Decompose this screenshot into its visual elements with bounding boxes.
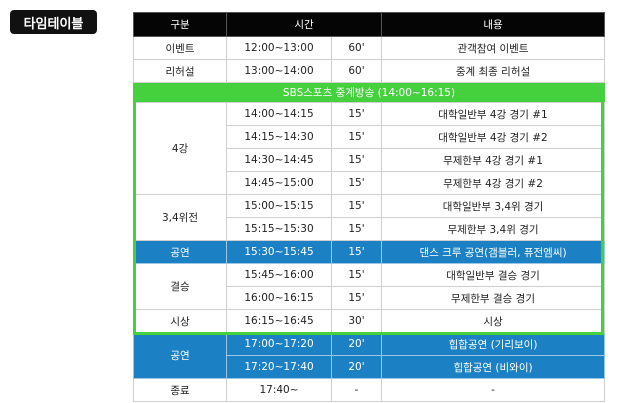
content-cell: 힙합공연 (비와이) bbox=[381, 355, 606, 379]
time-cell: 14:15~14:30 bbox=[226, 125, 332, 149]
time-cell: 15:15~15:30 bbox=[226, 217, 332, 241]
duration-cell: - bbox=[330, 378, 383, 402]
timetable: 구분 시간 내용 이벤트 12:00~13:00 60' 관객참여 이벤트 리허설 13… bbox=[133, 12, 606, 402]
duration-cell: 60' bbox=[330, 59, 383, 83]
time-cell: 17:20~17:40 bbox=[226, 355, 332, 379]
duration-cell: 20' bbox=[330, 355, 383, 379]
category-cell: 공연 bbox=[133, 240, 227, 264]
duration-cell: 15' bbox=[330, 217, 383, 241]
header-category: 구분 bbox=[133, 12, 227, 37]
time-cell: 15:30~15:45 bbox=[226, 240, 332, 264]
duration-cell: 30' bbox=[330, 309, 383, 333]
content-cell: - bbox=[381, 378, 606, 402]
header-content: 내용 bbox=[381, 12, 606, 37]
table-row: 14:45~15:00 15' 무제한부 4강 경기 #2 bbox=[134, 171, 606, 195]
table-row: 공연 15:30~15:45 15' 댄스 크루 공연(갬블러, 퓨전엠씨) bbox=[133, 240, 606, 264]
table-row: 17:20~17:40 20' 힙합공연 (비와이) bbox=[134, 355, 606, 379]
duration-cell: 15' bbox=[330, 125, 383, 149]
time-cell: 16:15~16:45 bbox=[226, 309, 332, 333]
table-row: 공연 17:00~17:20 20' 힙합공연 (기리보이) bbox=[133, 332, 606, 379]
duration-cell: 15' bbox=[330, 148, 383, 172]
time-cell: 14:00~14:15 bbox=[226, 102, 332, 126]
duration-cell: 20' bbox=[330, 332, 383, 356]
duration-cell: 60' bbox=[330, 36, 383, 60]
category-cell: 4강 bbox=[133, 102, 227, 195]
duration-cell: 15' bbox=[330, 194, 383, 218]
time-cell: 13:00~14:00 bbox=[226, 59, 332, 83]
content-cell: 대학일반부 4강 경기 #2 bbox=[381, 125, 606, 149]
category-cell: 리허설 bbox=[133, 59, 227, 83]
time-cell: 17:00~17:20 bbox=[226, 332, 332, 356]
duration-cell: 15' bbox=[330, 263, 383, 287]
time-cell: 15:00~15:15 bbox=[226, 194, 332, 218]
table-row: 16:00~16:15 15' 무제한부 결승 경기 bbox=[134, 286, 606, 310]
content-cell: 관객참여 이벤트 bbox=[381, 36, 606, 60]
time-cell: 14:45~15:00 bbox=[226, 171, 332, 195]
category-cell: 시상 bbox=[133, 309, 227, 333]
table-row: 종료 17:40~ - - bbox=[133, 378, 606, 402]
table-row: 14:30~14:45 15' 무제한부 4강 경기 #1 bbox=[134, 148, 606, 172]
content-cell: 중계 최종 리허설 bbox=[381, 59, 606, 83]
content-cell: 대학일반부 결승 경기 bbox=[381, 263, 606, 287]
table-row: 이벤트 12:00~13:00 60' 관객참여 이벤트 bbox=[133, 36, 606, 60]
duration-cell: 15' bbox=[330, 240, 383, 264]
category-cell: 결승 bbox=[133, 263, 227, 310]
category-cell: 공연 bbox=[133, 332, 227, 379]
content-cell: 댄스 크루 공연(갬블러, 퓨전엠씨) bbox=[381, 240, 606, 264]
table-row: 시상 16:15~16:45 30' 시상 bbox=[133, 309, 606, 333]
category-cell: 이벤트 bbox=[133, 36, 227, 60]
content-cell: 대학일반부 3,4위 경기 bbox=[381, 194, 606, 218]
time-cell: 16:00~16:15 bbox=[226, 286, 332, 310]
content-cell: 무제한부 3,4위 경기 bbox=[381, 217, 606, 241]
broadcast-banner-row: SBS스포츠 중계방송 (14:00~16:15) bbox=[133, 82, 605, 103]
table-row: 3,4위전 15:00~15:15 15' 대학일반부 3,4위 경기 bbox=[133, 194, 606, 241]
time-cell: 14:30~14:45 bbox=[226, 148, 332, 172]
content-cell: 무제한부 4강 경기 #1 bbox=[381, 148, 606, 172]
table-row: 4강 14:00~14:15 15' 대학일반부 4강 경기 #1 bbox=[133, 102, 606, 195]
content-cell: 시상 bbox=[381, 309, 606, 333]
table-row: 결승 15:45~16:00 15' 대학일반부 결승 경기 bbox=[133, 263, 606, 310]
content-cell: 힙합공연 (기리보이) bbox=[381, 332, 606, 356]
category-cell: 3,4위전 bbox=[133, 194, 227, 241]
duration-cell: 15' bbox=[330, 286, 383, 310]
header-time: 시간 bbox=[225, 12, 383, 37]
time-cell: 15:45~16:00 bbox=[226, 263, 332, 287]
time-cell: 17:40~ bbox=[226, 378, 332, 402]
broadcast-banner: SBS스포츠 중계방송 (14:00~16:15) bbox=[133, 82, 605, 103]
category-cell: 종료 bbox=[133, 378, 227, 402]
time-cell: 12:00~13:00 bbox=[226, 36, 332, 60]
timetable-title: 타임테이블 bbox=[10, 10, 97, 34]
header-row: 구분 시간 내용 bbox=[133, 12, 606, 37]
content-cell: 무제한부 결승 경기 bbox=[381, 286, 606, 310]
content-cell: 대학일반부 4강 경기 #1 bbox=[381, 102, 606, 126]
duration-cell: 15' bbox=[330, 171, 383, 195]
table-row: 리허설 13:00~14:00 60' 중계 최종 리허설 bbox=[133, 59, 606, 83]
duration-cell: 15' bbox=[330, 102, 383, 126]
content-cell: 무제한부 4강 경기 #2 bbox=[381, 171, 606, 195]
table-row: 15:15~15:30 15' 무제한부 3,4위 경기 bbox=[134, 217, 606, 241]
